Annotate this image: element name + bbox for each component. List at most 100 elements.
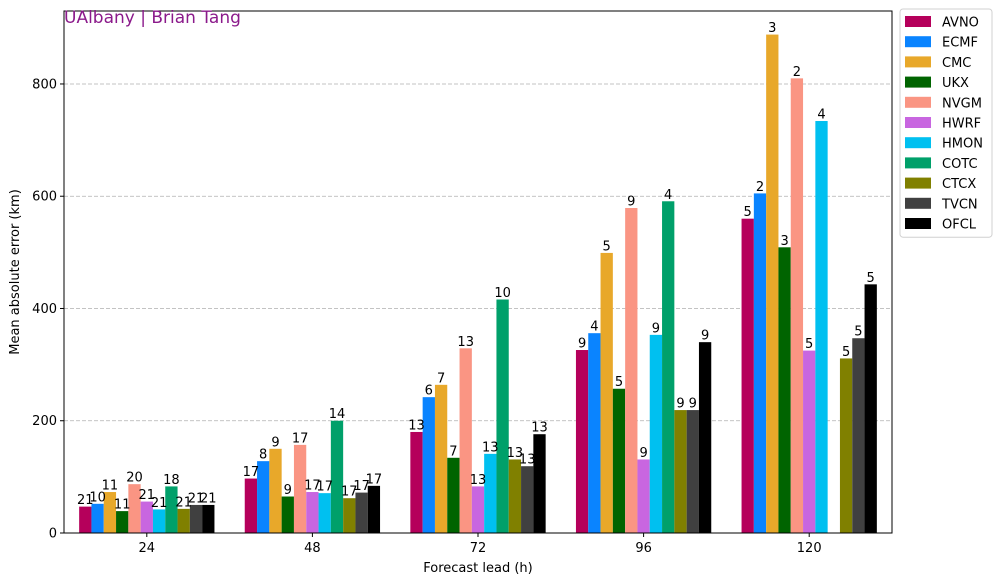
bar-ecmf xyxy=(588,333,601,533)
bar-count-label: 7 xyxy=(437,371,445,386)
x-axis-label: Forecast lead (h) xyxy=(423,561,532,576)
bar-avno xyxy=(79,506,92,533)
legend-label: TVCN xyxy=(941,197,978,212)
bar-count-label: 9 xyxy=(271,435,279,450)
bar-ukx xyxy=(281,496,294,533)
y-axis: 0 200 400 600 800 xyxy=(32,77,64,542)
bar-count-label: 2 xyxy=(756,180,764,195)
legend-label: CMC xyxy=(942,56,971,71)
bar-count-label: 9 xyxy=(578,337,586,352)
bar-ofcl xyxy=(698,342,712,533)
bar-cotc xyxy=(165,486,178,533)
legend: AVNO ECMF CMC UKX NVGM HWRF HMON COTC CTCX TVCN OF… xyxy=(899,8,993,238)
legend-label: COTC xyxy=(942,157,978,172)
bar-count-label: 20 xyxy=(126,471,143,486)
bar-count-label: 18 xyxy=(163,473,180,488)
legend-label: HWRF xyxy=(942,117,981,132)
legend-swatch xyxy=(905,56,931,68)
bar-cmc xyxy=(269,448,282,533)
bar-ukx xyxy=(116,511,129,533)
bar-count-label: 9 xyxy=(639,446,647,461)
bar-count-label: 5 xyxy=(744,205,752,220)
legend-swatch xyxy=(905,117,931,128)
bar-cmc xyxy=(434,384,448,533)
bar-labels: 2110111120212118212121178991717171417171… xyxy=(77,21,875,513)
y-tick-label: 600 xyxy=(32,190,57,205)
bar-count-label: 17 xyxy=(304,479,321,494)
bar-count-label: 2 xyxy=(793,65,801,80)
bar-count-label: 5 xyxy=(854,325,862,340)
bar-count-label: 9 xyxy=(652,321,660,336)
bar-hmon xyxy=(318,493,331,533)
bar-nvgm xyxy=(625,208,638,533)
bar-cmc xyxy=(766,34,779,534)
bar-nvgm xyxy=(293,444,307,533)
bar-count-label: 4 xyxy=(817,108,825,123)
y-tick-label: 0 xyxy=(49,527,57,542)
bar-count-label: 10 xyxy=(494,286,511,301)
y-tick-label: 200 xyxy=(32,414,57,429)
bar-count-label: 4 xyxy=(664,188,672,203)
bar-count-label: 21 xyxy=(188,491,205,506)
bar-count-label: 17 xyxy=(353,479,370,494)
y-axis-label: Mean absolute error (km) xyxy=(8,189,23,355)
bar-hmon xyxy=(484,453,497,533)
bar-cotc xyxy=(330,420,344,533)
bar-count-label: 5 xyxy=(615,375,623,390)
bar-cmc xyxy=(600,252,613,533)
bar-count-label: 5 xyxy=(842,345,850,360)
bar-ofcl xyxy=(533,434,546,533)
bar-ukx xyxy=(612,388,626,533)
bar-count-label: 11 xyxy=(102,479,119,494)
legend-swatch xyxy=(905,197,931,209)
bar-count-label: 9 xyxy=(676,397,684,412)
legend-swatch xyxy=(905,218,931,229)
legend-swatch xyxy=(905,16,931,27)
bar-hmon xyxy=(649,334,663,533)
bar-count-label: 9 xyxy=(689,397,697,412)
bar-cotc xyxy=(662,201,675,534)
y-tick-label: 400 xyxy=(32,302,57,317)
bar-count-label: 17 xyxy=(243,465,260,480)
bar-count-label: 5 xyxy=(805,337,813,352)
legend-label: HMON xyxy=(942,137,983,152)
bar-ofcl xyxy=(202,504,215,533)
bar-ctcx xyxy=(508,459,522,533)
x-tick-label: 72 xyxy=(470,541,487,556)
bar-tvcn xyxy=(852,338,865,533)
bar-count-label: 9 xyxy=(284,483,292,498)
bar-ctcx xyxy=(177,508,190,533)
bar-count-label: 21 xyxy=(200,491,217,506)
bar-tvcn xyxy=(686,410,699,533)
bar-ctcx xyxy=(839,358,853,533)
bar-avno xyxy=(244,478,258,533)
bar-count-label: 3 xyxy=(780,234,788,249)
legend-swatch xyxy=(905,96,931,108)
bar-hwrf xyxy=(637,459,650,533)
bar-ofcl xyxy=(367,485,381,533)
legend-label: AVNO xyxy=(942,16,979,31)
x-axis: 24 48 72 96 120 xyxy=(139,533,822,556)
legend-swatch xyxy=(905,177,931,189)
bar-count-label: 21 xyxy=(151,496,168,511)
bar-count-label: 8 xyxy=(259,448,267,463)
legend-swatch xyxy=(905,157,931,169)
legend-swatch xyxy=(905,76,931,88)
bar-ukx xyxy=(447,457,460,533)
bar-count-label: 13 xyxy=(470,473,487,488)
bar-count-label: 17 xyxy=(341,485,358,500)
bar-tvcn xyxy=(189,504,203,533)
bar-count-label: 21 xyxy=(139,488,156,503)
bar-ukx xyxy=(778,247,791,533)
bar-nvgm xyxy=(128,484,141,533)
bar-count-label: 6 xyxy=(425,384,433,399)
bar-hmon xyxy=(152,509,166,533)
legend-label: CTCX xyxy=(942,177,976,192)
bar-count-label: 17 xyxy=(316,480,333,495)
bar-count-label: 9 xyxy=(701,329,709,344)
bar-avno xyxy=(575,350,589,533)
bar-cotc xyxy=(496,299,509,533)
bar-ecmf xyxy=(257,461,270,533)
bar-count-label: 11 xyxy=(114,498,131,513)
legend-label: UKX xyxy=(942,76,969,91)
